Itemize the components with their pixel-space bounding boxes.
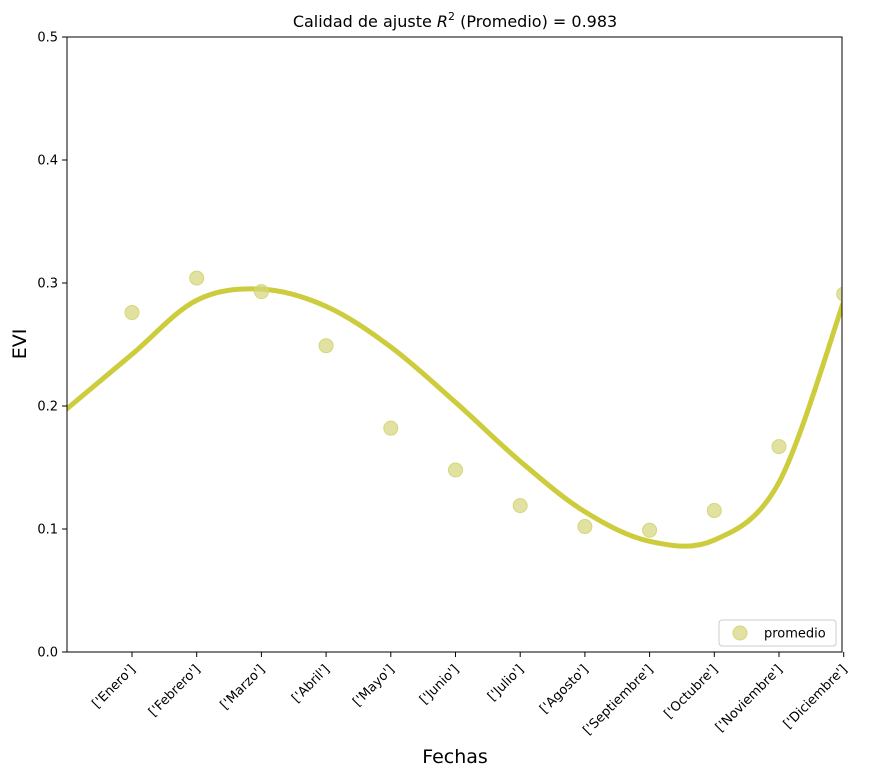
x-axis-label: Fechas: [422, 746, 488, 768]
x-tick-label: ['Mayo']: [350, 662, 397, 709]
data-point: [512, 498, 528, 514]
data-point: [189, 270, 205, 286]
y-tick-label: 0.3: [37, 277, 58, 292]
data-point: [836, 286, 842, 302]
data-point: [771, 439, 787, 455]
y-tick-label: 0.5: [37, 31, 58, 46]
x-tick-label: ['Junio']: [417, 662, 462, 707]
data-point: [448, 462, 463, 478]
legend-marker: [732, 625, 748, 641]
plot-area: 0.0 0.1 0.2 0.3 0.4 0.5 ['Enero'] ['Febrero'] ['…: [37, 31, 850, 739]
data-point: [383, 420, 399, 436]
x-tick-label: ['Enero']: [89, 662, 138, 711]
fit-curve: [67, 286, 842, 549]
x-tick-label: ['Septiembre']: [580, 662, 656, 738]
plot-frame: [66, 36, 843, 653]
data-point: [124, 305, 140, 321]
data-point: [577, 519, 593, 535]
y-tick-label: 0.2: [37, 400, 58, 415]
data-point: [253, 284, 269, 300]
x-tick-label: ['Agosto']: [537, 662, 592, 717]
x-tick-label: ['Marzo']: [218, 662, 269, 713]
y-tick-label: 0.1: [37, 523, 58, 538]
y-axis-label: EVI: [9, 329, 31, 360]
x-tick-label: ['Julio']: [485, 662, 527, 704]
x-tick-label: ['Diciembre']: [781, 662, 851, 732]
y-tick-label: 0.4: [37, 154, 58, 169]
chart-title: Calidad de ajuste R2 (Promedio) = 0.983: [293, 10, 617, 31]
legend-box: [718, 619, 837, 647]
legend-label: promedio: [764, 627, 826, 642]
data-point: [706, 503, 722, 519]
x-tick-label: ['Noviembre']: [713, 662, 786, 735]
legend: promedio: [718, 619, 837, 647]
x-tick-label: ['Octubre']: [661, 662, 721, 722]
x-tick-label: ['Abril']: [289, 662, 333, 706]
x-tick-label: ['Febrero']: [146, 662, 204, 720]
data-point: [318, 338, 334, 354]
data-point: [642, 522, 658, 538]
y-tick-label: 0.0: [37, 646, 58, 661]
